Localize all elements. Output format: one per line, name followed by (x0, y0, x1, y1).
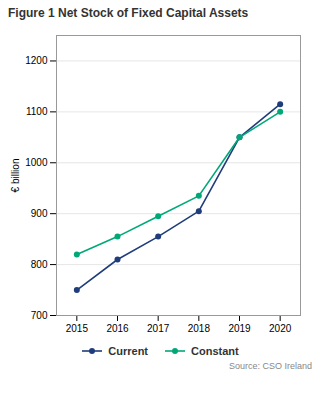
svg-text:2019: 2019 (228, 323, 251, 334)
svg-text:2020: 2020 (269, 323, 292, 334)
svg-text:900: 900 (31, 208, 48, 219)
svg-text:2015: 2015 (66, 323, 89, 334)
svg-text:2016: 2016 (106, 323, 129, 334)
html-text:Constant: Constant (191, 345, 239, 357)
svg-text:700: 700 (31, 310, 48, 321)
svg-text:1000: 1000 (25, 157, 48, 168)
svg-text:800: 800 (31, 259, 48, 270)
svg-text:1200: 1200 (25, 55, 48, 66)
svg-text:1100: 1100 (26, 106, 48, 117)
svg-text:2017: 2017 (147, 323, 170, 334)
svg-text:2018: 2018 (188, 323, 211, 334)
html-text:Source: CSO Ireland: Source: CSO Ireland (229, 361, 312, 371)
html-text:Current: Current (108, 345, 148, 357)
svg-text:€ billion: € billion (10, 159, 21, 193)
html-text:Figure 1 Net Stock of Fixed Ca: Figure 1 Net Stock of Fixed Capital Asse… (8, 6, 249, 20)
